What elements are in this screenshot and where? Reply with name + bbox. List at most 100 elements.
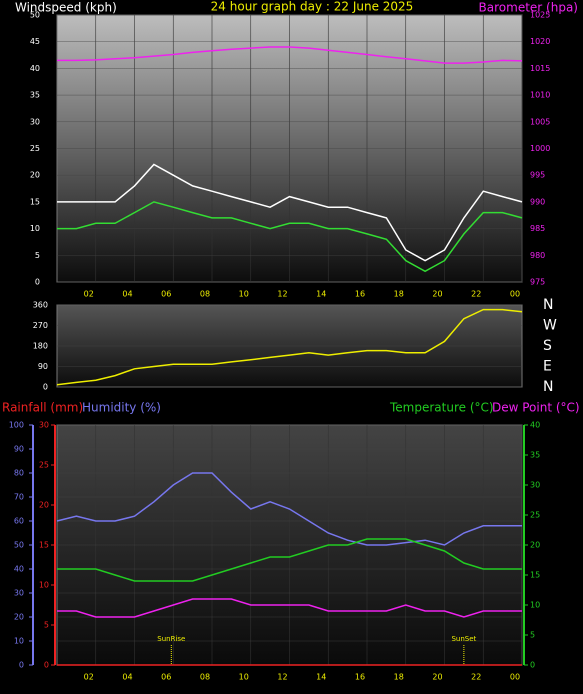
x-tick-label: 12 — [277, 290, 287, 299]
y-tick-label: 1000 — [530, 144, 550, 153]
y-tick-label: S — [543, 338, 552, 354]
y-tick-label: 60 — [14, 517, 24, 526]
y-tick-label: 30 — [30, 117, 40, 126]
y-tick-label: 40 — [30, 64, 40, 73]
y-tick-label: 5 — [530, 631, 535, 640]
y-tick-label: 0 — [35, 278, 40, 287]
y-tick-label: 980 — [530, 251, 545, 260]
x-tick-label: 20 — [432, 673, 442, 682]
y-tick-label: 50 — [30, 11, 40, 20]
y-tick-label: 40 — [14, 565, 24, 574]
y-tick-label: 180 — [33, 342, 48, 351]
x-tick-label: 14 — [316, 673, 326, 682]
series-line — [57, 163, 523, 262]
legend-label: Rainfall (mm) — [2, 401, 83, 415]
y-tick-label: 100 — [9, 421, 24, 430]
y-tick-label: 1010 — [530, 91, 550, 100]
x-tick-label: 18 — [394, 673, 404, 682]
y-tick-label: 995 — [530, 171, 545, 180]
x-tick-label: 04 — [122, 673, 132, 682]
x-tick-label: 16 — [355, 290, 365, 299]
y-tick-label: 990 — [530, 197, 545, 206]
y-tick-label: 35 — [530, 451, 540, 460]
y-tick-label: 5 — [44, 621, 49, 630]
legend-label: Dew Point (°C) — [492, 401, 580, 415]
x-tick-label: 20 — [432, 290, 442, 299]
series-line — [57, 201, 523, 273]
x-tick-label: 10 — [239, 290, 249, 299]
y-tick-label: 20 — [530, 541, 540, 550]
y-tick-label: N — [543, 297, 553, 313]
y-tick-label: 975 — [530, 278, 545, 287]
y-axis-title: Windspeed (kph) — [15, 1, 117, 15]
y-tick-label: 40 — [530, 421, 540, 430]
y-tick-label: 1005 — [530, 117, 550, 126]
legend-label: Barometer (hpa) — [479, 1, 578, 15]
y-tick-label: 0 — [19, 661, 24, 670]
x-tick-label: 10 — [239, 673, 249, 682]
y-tick-label: 20 — [39, 501, 49, 510]
y-tick-label: 10 — [530, 601, 540, 610]
y-tick-label: 0 — [43, 383, 48, 392]
x-tick-label: 06 — [161, 673, 171, 682]
x-tick-label: 08 — [200, 673, 210, 682]
y-tick-label: 15 — [39, 541, 49, 550]
x-tick-label: 06 — [161, 290, 171, 299]
y-tick-label: 0 — [530, 661, 535, 670]
annotation: SunRise — [157, 635, 185, 643]
x-tick-label: 02 — [84, 673, 94, 682]
x-tick-label: 04 — [122, 290, 132, 299]
x-tick-label: 14 — [316, 290, 326, 299]
series-line — [57, 46, 523, 64]
y-tick-label: 1015 — [530, 64, 550, 73]
x-tick-label: 16 — [355, 673, 365, 682]
y-tick-label: 15 — [30, 197, 40, 206]
x-tick-label: 00 — [510, 673, 520, 682]
y-tick-label: 80 — [14, 469, 24, 478]
y-tick-label: E — [543, 359, 552, 375]
y-tick-label: 25 — [530, 511, 540, 520]
series-line — [56, 308, 523, 386]
y-tick-label: W — [543, 318, 557, 334]
y-tick-label: 10 — [39, 581, 49, 590]
y-tick-label: 90 — [14, 445, 24, 454]
annotation: SunSet — [451, 635, 476, 643]
y-tick-label: 10 — [14, 637, 24, 646]
y-tick-label: 10 — [30, 224, 40, 233]
y-tick-label: 1025 — [530, 11, 550, 20]
y-tick-label: 35 — [30, 91, 40, 100]
y-tick-label: 1020 — [530, 37, 550, 46]
y-tick-label: 30 — [14, 589, 24, 598]
y-tick-label: 20 — [14, 613, 24, 622]
y-tick-label: 25 — [30, 144, 40, 153]
y-tick-label: 0 — [44, 661, 49, 670]
y-tick-label: N — [543, 379, 553, 395]
y-tick-label: 70 — [14, 493, 24, 502]
y-tick-label: 270 — [33, 321, 48, 330]
x-tick-label: 08 — [200, 290, 210, 299]
series-line — [57, 538, 522, 582]
y-tick-label: 20 — [30, 171, 40, 180]
x-tick-label: 22 — [471, 673, 481, 682]
y-tick-label: 360 — [33, 301, 48, 310]
y-tick-label: 25 — [39, 461, 49, 470]
x-tick-label: 18 — [394, 290, 404, 299]
y-tick-label: 90 — [38, 362, 48, 371]
y-tick-label: 30 — [530, 481, 540, 490]
y-tick-label: 985 — [530, 224, 545, 233]
y-tick-label: 45 — [30, 37, 40, 46]
x-tick-label: 12 — [277, 673, 287, 682]
y-tick-label: 5 — [35, 251, 40, 260]
series-line — [57, 598, 522, 618]
series-line — [56, 472, 522, 546]
legend-label: Temperature (°C) — [389, 401, 494, 415]
y-tick-label: 15 — [530, 571, 540, 580]
legend-label: Humidity (%) — [82, 401, 161, 415]
x-tick-label: 02 — [84, 290, 94, 299]
x-tick-label: 22 — [471, 290, 481, 299]
x-tick-label: 00 — [510, 290, 520, 299]
chart-title: 24 hour graph day : 22 June 2025 — [211, 0, 414, 14]
y-tick-label: 50 — [14, 541, 24, 550]
y-tick-label: 30 — [39, 421, 49, 430]
